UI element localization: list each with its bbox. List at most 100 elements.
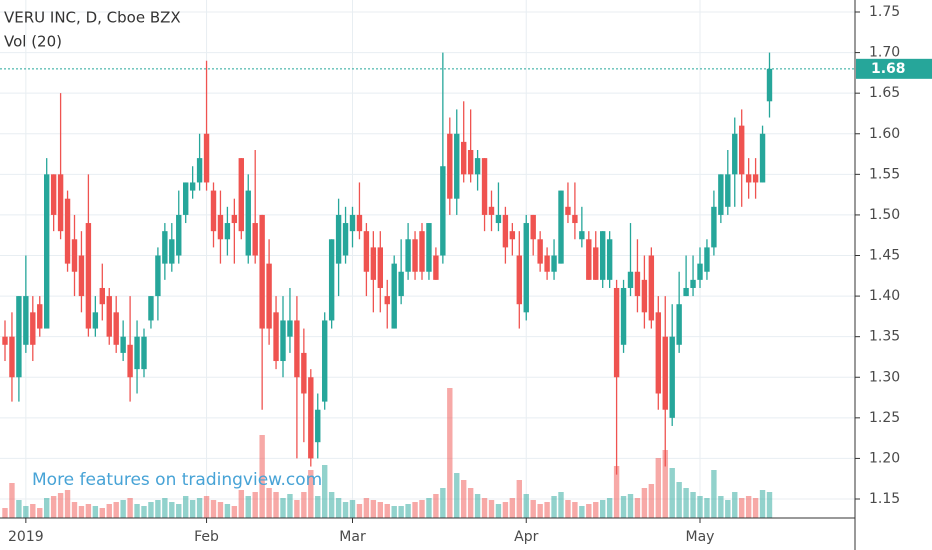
candle-body — [648, 255, 655, 321]
candle-body — [412, 239, 418, 272]
candle-body — [759, 133, 766, 183]
candle-body — [245, 190, 251, 256]
candle-body — [64, 198, 71, 264]
candle-body — [398, 271, 404, 297]
y-tick-label: 1.45 — [869, 248, 900, 264]
candle-body — [335, 214, 342, 264]
volume-bar — [579, 506, 585, 518]
volume-bar — [454, 473, 460, 518]
volume-bar — [558, 492, 564, 518]
candle-body — [9, 336, 15, 378]
volume-bar — [44, 498, 50, 518]
volume-bar — [148, 502, 154, 518]
candle-body — [704, 247, 710, 272]
candle-body — [405, 239, 411, 272]
candle-body — [391, 263, 397, 329]
watermark: More features on tradingview.com — [32, 470, 322, 490]
candle-body — [627, 271, 634, 288]
candle-body — [502, 214, 509, 248]
candle-body — [169, 239, 175, 264]
volume-bar — [85, 504, 92, 518]
candle-body — [273, 312, 279, 362]
marks — [2, 52, 773, 518]
volume-bar — [266, 488, 272, 518]
volume-bar — [766, 492, 773, 518]
volume-bar — [509, 498, 516, 518]
candle-body — [176, 214, 182, 256]
candle-body — [711, 206, 717, 248]
volume-bar — [745, 496, 752, 518]
candle-body — [509, 231, 516, 240]
volume-bar — [308, 470, 314, 518]
volume-bar — [9, 483, 15, 518]
candle-body — [593, 247, 599, 280]
candle-body — [342, 223, 349, 256]
volume-bar — [620, 496, 627, 518]
candle-body — [620, 287, 627, 345]
candle-body — [294, 320, 300, 378]
volume-bar — [697, 496, 703, 518]
candle-body — [377, 247, 383, 288]
volume-bar — [481, 498, 488, 518]
volume-bar — [718, 496, 724, 518]
volume-bar — [474, 494, 481, 518]
candle-body — [655, 312, 661, 394]
volume-bar — [99, 508, 105, 518]
candle-body — [287, 320, 293, 337]
candle-body — [495, 214, 502, 224]
volume-bar — [92, 506, 99, 518]
volume-bar — [732, 492, 738, 518]
volume-bar — [572, 502, 578, 518]
volume-bar — [669, 468, 675, 518]
last-price-label: 1.68 — [871, 61, 906, 77]
volume-bar — [377, 502, 383, 518]
volume-bar — [335, 498, 342, 518]
volume-bar — [683, 488, 689, 518]
volume-bar — [405, 504, 411, 518]
volume-bar — [210, 500, 217, 518]
candle-body — [579, 231, 585, 240]
volume-bar — [259, 435, 265, 518]
candle-body — [259, 214, 265, 329]
volume-bar — [224, 504, 231, 518]
volume-bar — [419, 500, 425, 518]
candle-body — [725, 174, 731, 207]
volume-bar — [141, 506, 147, 518]
candle-body — [315, 409, 321, 443]
volume-bar — [106, 504, 112, 518]
volume-bar — [488, 500, 495, 518]
candle-body — [516, 255, 522, 305]
candle-body — [106, 296, 112, 337]
candle-body — [301, 352, 307, 394]
volume-bar — [655, 458, 661, 518]
volume-bar — [50, 496, 57, 518]
candle-body — [44, 174, 50, 329]
volume-bar — [2, 508, 8, 518]
y-tick-label: 1.35 — [869, 329, 900, 345]
candle-body — [356, 214, 363, 232]
candle-body — [732, 133, 738, 175]
candle-body — [183, 182, 189, 215]
candle-body — [641, 279, 648, 313]
candle-body — [461, 141, 467, 175]
volume-bar — [447, 388, 453, 518]
volume-bar — [155, 500, 161, 518]
candle-body — [752, 174, 759, 183]
candle-body — [2, 336, 8, 345]
volume-bar — [384, 504, 390, 518]
x-tick-label: Mar — [339, 529, 366, 545]
candle-body — [426, 223, 432, 272]
volume-bar — [565, 500, 571, 518]
volume-bar — [349, 500, 356, 518]
volume-bar — [356, 504, 363, 518]
candle-body — [322, 320, 328, 402]
last-price-box — [856, 58, 932, 79]
volume-bar — [328, 492, 335, 518]
volume-bar — [64, 490, 71, 518]
volume-bar — [440, 488, 446, 518]
volume-bar — [315, 496, 321, 518]
candle-body — [30, 312, 36, 345]
candle-body — [189, 182, 196, 191]
candle-body — [308, 377, 314, 459]
candle-body — [384, 296, 390, 305]
